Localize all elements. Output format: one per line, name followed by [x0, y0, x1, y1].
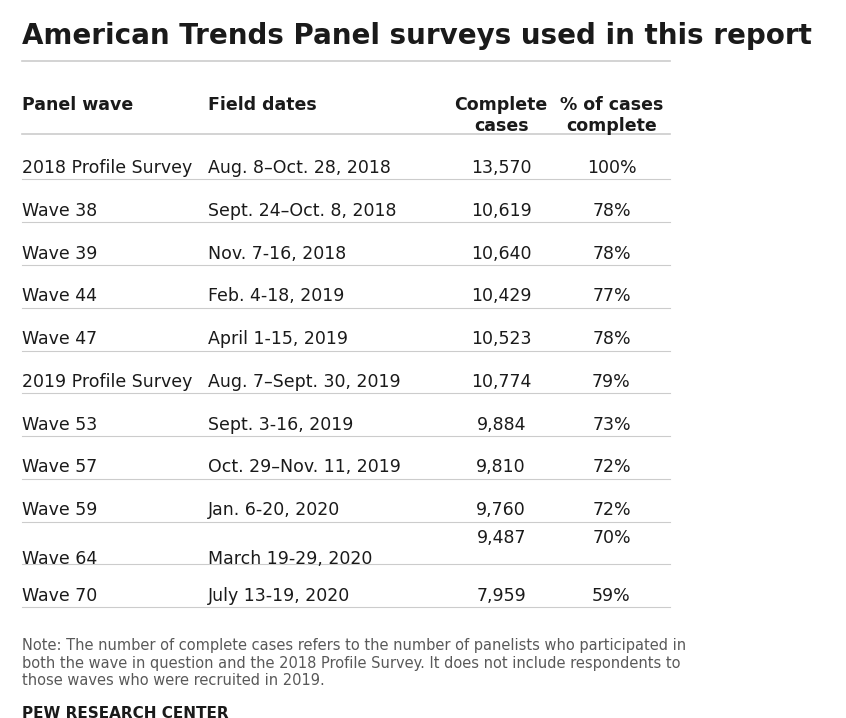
- Text: Wave 39: Wave 39: [22, 245, 97, 263]
- Text: April 1-15, 2019: April 1-15, 2019: [208, 330, 349, 348]
- Text: 10,429: 10,429: [471, 287, 531, 305]
- Text: Wave 53: Wave 53: [22, 416, 97, 434]
- Text: 72%: 72%: [592, 501, 631, 519]
- Text: 9,487: 9,487: [476, 529, 526, 547]
- Text: Oct. 29–Nov. 11, 2019: Oct. 29–Nov. 11, 2019: [208, 459, 401, 477]
- Text: Feb. 4-18, 2019: Feb. 4-18, 2019: [208, 287, 344, 305]
- Text: Nov. 7-16, 2018: Nov. 7-16, 2018: [208, 245, 347, 263]
- Text: 73%: 73%: [592, 416, 631, 434]
- Text: Wave 47: Wave 47: [22, 330, 97, 348]
- Text: Aug. 8–Oct. 28, 2018: Aug. 8–Oct. 28, 2018: [208, 159, 391, 177]
- Text: 10,619: 10,619: [470, 202, 531, 220]
- Text: Panel wave: Panel wave: [22, 96, 134, 114]
- Text: 100%: 100%: [586, 159, 636, 177]
- Text: 13,570: 13,570: [471, 159, 531, 177]
- Text: Field dates: Field dates: [208, 96, 317, 114]
- Text: 7,959: 7,959: [476, 587, 526, 605]
- Text: Complete
cases: Complete cases: [454, 96, 547, 135]
- Text: March 19-29, 2020: March 19-29, 2020: [208, 549, 372, 567]
- Text: 10,523: 10,523: [471, 330, 531, 348]
- Text: Wave 59: Wave 59: [22, 501, 97, 519]
- Text: Sept. 24–Oct. 8, 2018: Sept. 24–Oct. 8, 2018: [208, 202, 397, 220]
- Text: Wave 70: Wave 70: [22, 587, 97, 605]
- Text: 2018 Profile Survey: 2018 Profile Survey: [22, 159, 192, 177]
- Text: PEW RESEARCH CENTER: PEW RESEARCH CENTER: [22, 707, 228, 718]
- Text: 70%: 70%: [592, 529, 631, 547]
- Text: 78%: 78%: [592, 245, 631, 263]
- Text: 9,810: 9,810: [476, 459, 526, 477]
- Text: Aug. 7–Sept. 30, 2019: Aug. 7–Sept. 30, 2019: [208, 373, 401, 391]
- Text: Sept. 3-16, 2019: Sept. 3-16, 2019: [208, 416, 354, 434]
- Text: July 13-19, 2020: July 13-19, 2020: [208, 587, 350, 605]
- Text: 79%: 79%: [592, 373, 631, 391]
- Text: 78%: 78%: [592, 202, 631, 220]
- Text: 77%: 77%: [592, 287, 631, 305]
- Text: 59%: 59%: [592, 587, 631, 605]
- Text: 2019 Profile Survey: 2019 Profile Survey: [22, 373, 192, 391]
- Text: Wave 44: Wave 44: [22, 287, 97, 305]
- Text: 9,884: 9,884: [476, 416, 526, 434]
- Text: Wave 38: Wave 38: [22, 202, 97, 220]
- Text: Wave 64: Wave 64: [22, 549, 97, 567]
- Text: 10,774: 10,774: [471, 373, 531, 391]
- Text: 9,760: 9,760: [476, 501, 526, 519]
- Text: % of cases
complete: % of cases complete: [560, 96, 663, 135]
- Text: 78%: 78%: [592, 330, 631, 348]
- Text: Note: The number of complete cases refers to the number of panelists who partici: Note: The number of complete cases refer…: [22, 638, 686, 689]
- Text: 72%: 72%: [592, 459, 631, 477]
- Text: 10,640: 10,640: [471, 245, 531, 263]
- Text: American Trends Panel surveys used in this report: American Trends Panel surveys used in th…: [22, 22, 812, 50]
- Text: Jan. 6-20, 2020: Jan. 6-20, 2020: [208, 501, 340, 519]
- Text: Wave 57: Wave 57: [22, 459, 97, 477]
